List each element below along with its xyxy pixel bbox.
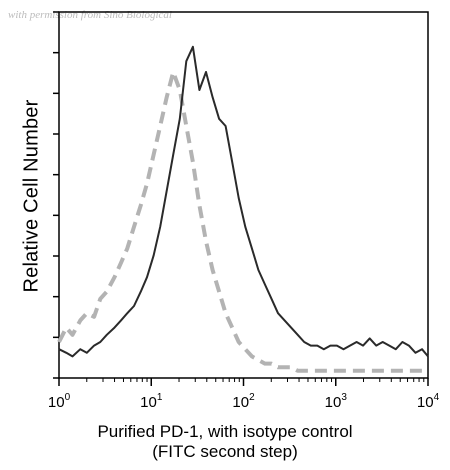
x-tick-label: 101 [140,392,163,411]
x-axis-label: Purified PD-1, with isotype control (FIT… [0,422,450,462]
x-tick-label: 100 [48,392,71,411]
x-axis-label-line-2: (FITC second step) [152,442,298,461]
x-tick-label: 104 [417,392,440,411]
x-axis-label-line-1: Purified PD-1, with isotype control [97,422,353,441]
plot-frame [58,11,429,379]
x-tick-label: 102 [232,392,255,411]
pd1-stained-curve [58,45,429,358]
x-ticks-layer: 100 101 102 103 104 [48,378,440,411]
y-ticks-layer [53,11,59,379]
isotype-control-curve [57,70,428,373]
curves-layer [57,45,429,373]
x-tick-label: 103 [325,392,348,411]
